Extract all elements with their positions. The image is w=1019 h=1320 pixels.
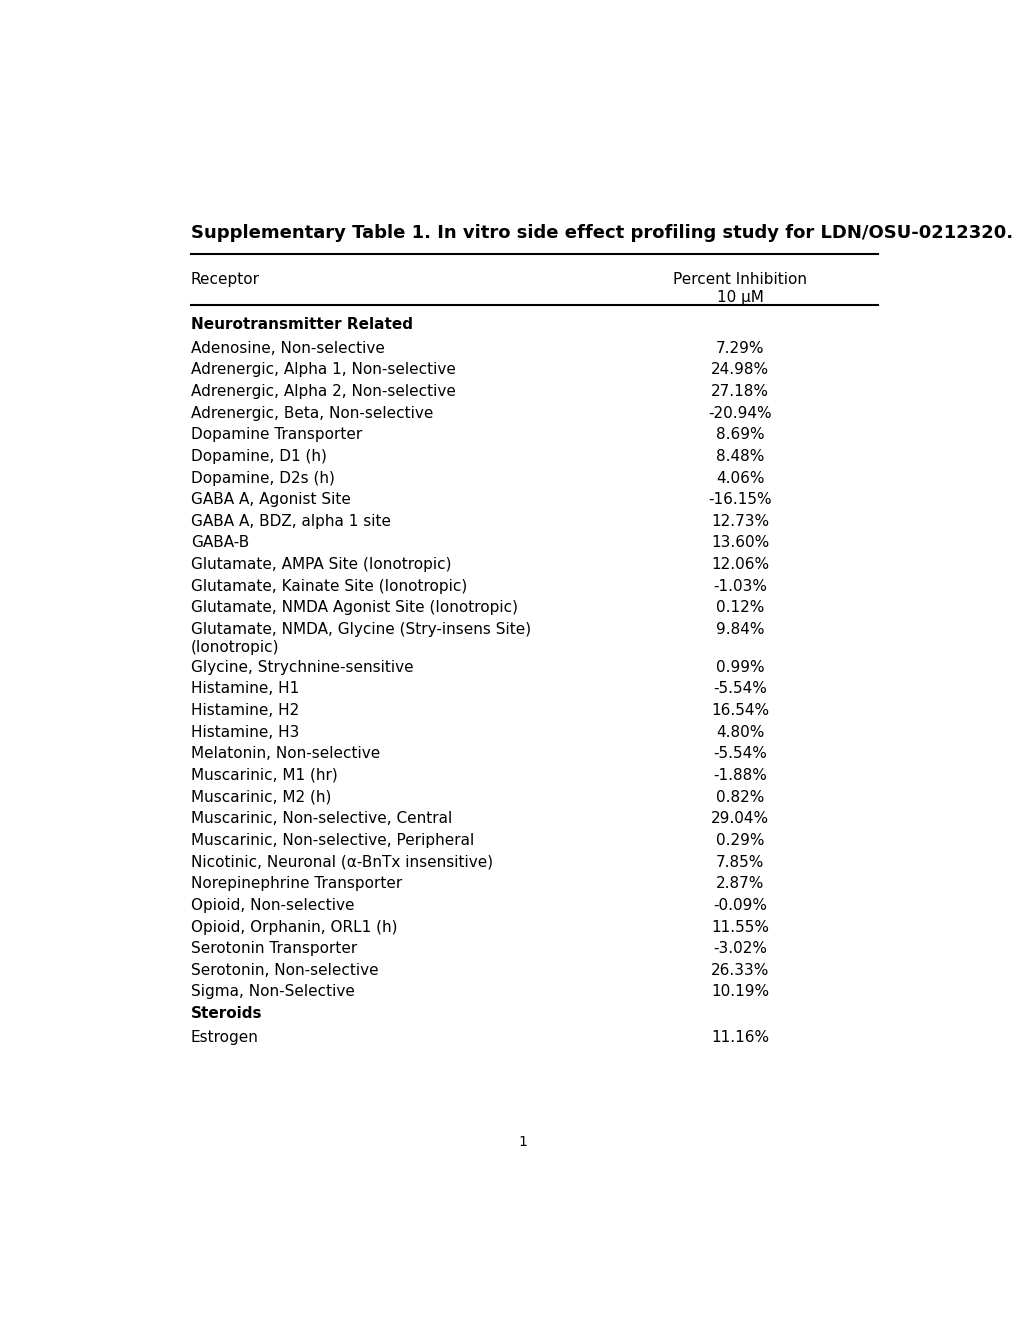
Text: (Ionotropic): (Ionotropic): [191, 640, 279, 655]
Text: 16.54%: 16.54%: [710, 704, 768, 718]
Text: Glutamate, NMDA, Glycine (Stry-insens Site): Glutamate, NMDA, Glycine (Stry-insens Si…: [191, 622, 530, 638]
Text: 7.29%: 7.29%: [715, 341, 763, 355]
Text: Adrenergic, Alpha 1, Non-selective: Adrenergic, Alpha 1, Non-selective: [191, 362, 455, 378]
Text: 7.85%: 7.85%: [715, 854, 763, 870]
Text: -1.03%: -1.03%: [712, 578, 766, 594]
Text: Muscarinic, M1 (hr): Muscarinic, M1 (hr): [191, 768, 337, 783]
Text: Sigma, Non-Selective: Sigma, Non-Selective: [191, 985, 355, 999]
Text: 4.80%: 4.80%: [715, 725, 763, 739]
Text: Dopamine, D2s (h): Dopamine, D2s (h): [191, 470, 334, 486]
Text: Estrogen: Estrogen: [191, 1030, 259, 1045]
Text: Melatonin, Non-selective: Melatonin, Non-selective: [191, 746, 380, 762]
Text: Serotonin Transporter: Serotonin Transporter: [191, 941, 357, 956]
Text: Glutamate, NMDA Agonist Site (Ionotropic): Glutamate, NMDA Agonist Site (Ionotropic…: [191, 601, 518, 615]
Text: Histamine, H3: Histamine, H3: [191, 725, 299, 739]
Text: Dopamine, D1 (h): Dopamine, D1 (h): [191, 449, 326, 463]
Text: 11.16%: 11.16%: [710, 1030, 768, 1045]
Text: 12.73%: 12.73%: [710, 513, 768, 529]
Text: Adrenergic, Alpha 2, Non-selective: Adrenergic, Alpha 2, Non-selective: [191, 384, 455, 399]
Text: 8.69%: 8.69%: [715, 428, 763, 442]
Text: GABA A, BDZ, alpha 1 site: GABA A, BDZ, alpha 1 site: [191, 513, 390, 529]
Text: Muscarinic, Non-selective, Peripheral: Muscarinic, Non-selective, Peripheral: [191, 833, 474, 847]
Text: -5.54%: -5.54%: [712, 681, 766, 697]
Text: 2.87%: 2.87%: [715, 876, 763, 891]
Text: GABA-B: GABA-B: [191, 536, 249, 550]
Text: 0.99%: 0.99%: [715, 660, 763, 675]
Text: Nicotinic, Neuronal (α-BnTx insensitive): Nicotinic, Neuronal (α-BnTx insensitive): [191, 854, 492, 870]
Text: Steroids: Steroids: [191, 1006, 262, 1022]
Text: 0.82%: 0.82%: [715, 789, 763, 805]
Text: 4.06%: 4.06%: [715, 470, 763, 486]
Text: -5.54%: -5.54%: [712, 746, 766, 762]
Text: Glutamate, Kainate Site (Ionotropic): Glutamate, Kainate Site (Ionotropic): [191, 578, 467, 594]
Text: 0.12%: 0.12%: [715, 601, 763, 615]
Text: -0.09%: -0.09%: [712, 898, 766, 913]
Text: -1.88%: -1.88%: [712, 768, 766, 783]
Text: 11.55%: 11.55%: [710, 920, 768, 935]
Text: Dopamine Transporter: Dopamine Transporter: [191, 428, 362, 442]
Text: Adrenergic, Beta, Non-selective: Adrenergic, Beta, Non-selective: [191, 405, 433, 421]
Text: Glutamate, AMPA Site (Ionotropic): Glutamate, AMPA Site (Ionotropic): [191, 557, 450, 572]
Text: 26.33%: 26.33%: [710, 962, 768, 978]
Text: 9.84%: 9.84%: [715, 622, 763, 638]
Text: Muscarinic, M2 (h): Muscarinic, M2 (h): [191, 789, 331, 805]
Text: Percent Inhibition: Percent Inhibition: [673, 272, 806, 288]
Text: Serotonin, Non-selective: Serotonin, Non-selective: [191, 962, 378, 978]
Text: Adenosine, Non-selective: Adenosine, Non-selective: [191, 341, 384, 355]
Text: Supplementary Table 1. In vitro side effect profiling study for LDN/OSU-0212320.: Supplementary Table 1. In vitro side eff…: [191, 224, 1012, 243]
Text: Opioid, Orphanin, ORL1 (h): Opioid, Orphanin, ORL1 (h): [191, 920, 396, 935]
Text: Receptor: Receptor: [191, 272, 260, 288]
Text: Neurotransmitter Related: Neurotransmitter Related: [191, 317, 413, 331]
Text: Muscarinic, Non-selective, Central: Muscarinic, Non-selective, Central: [191, 812, 451, 826]
Text: -16.15%: -16.15%: [707, 492, 771, 507]
Text: 8.48%: 8.48%: [715, 449, 763, 463]
Text: 24.98%: 24.98%: [710, 362, 768, 378]
Text: Norepinephrine Transporter: Norepinephrine Transporter: [191, 876, 401, 891]
Text: -20.94%: -20.94%: [707, 405, 771, 421]
Text: 27.18%: 27.18%: [710, 384, 768, 399]
Text: 1: 1: [518, 1135, 527, 1150]
Text: Histamine, H1: Histamine, H1: [191, 681, 299, 697]
Text: Opioid, Non-selective: Opioid, Non-selective: [191, 898, 354, 913]
Text: Histamine, H2: Histamine, H2: [191, 704, 299, 718]
Text: -3.02%: -3.02%: [712, 941, 766, 956]
Text: Glycine, Strychnine-sensitive: Glycine, Strychnine-sensitive: [191, 660, 413, 675]
Text: 0.29%: 0.29%: [715, 833, 763, 847]
Text: 12.06%: 12.06%: [710, 557, 768, 572]
Text: 29.04%: 29.04%: [710, 812, 768, 826]
Text: 10 μM: 10 μM: [716, 289, 763, 305]
Text: 10.19%: 10.19%: [710, 985, 768, 999]
Text: GABA A, Agonist Site: GABA A, Agonist Site: [191, 492, 351, 507]
Text: 13.60%: 13.60%: [710, 536, 768, 550]
